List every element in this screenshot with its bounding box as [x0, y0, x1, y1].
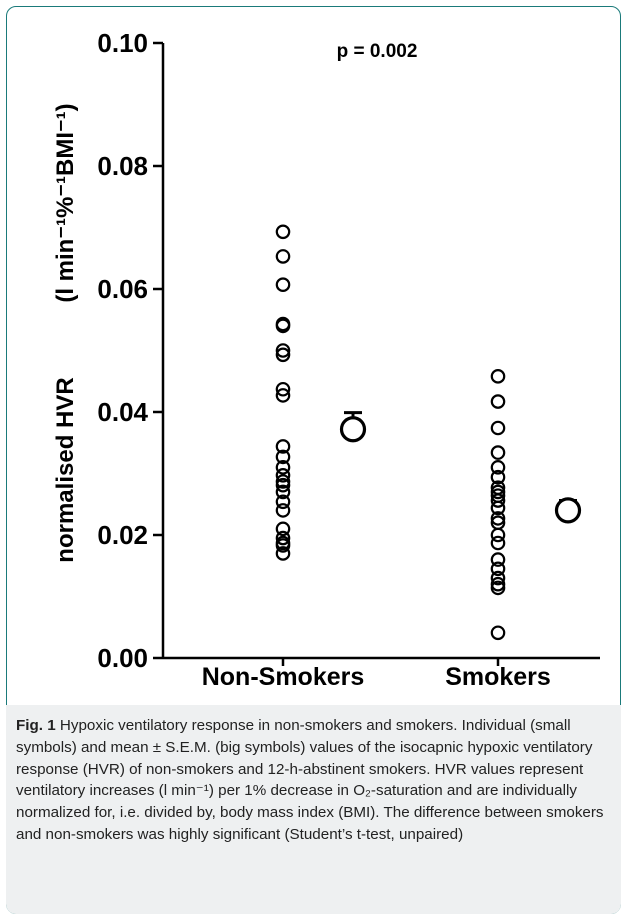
x-axis: Non-Smokers Smokers [163, 656, 600, 691]
y-tick-label: 0.08 [97, 151, 148, 181]
mean-point [339, 416, 367, 443]
data-point [275, 343, 291, 358]
mean-markers [339, 411, 582, 524]
data-point [490, 625, 506, 641]
caption-text: Hypoxic ventilatory response in non-smok… [16, 717, 604, 843]
data-point [490, 535, 506, 551]
data-point [275, 530, 291, 546]
data-point [490, 445, 506, 460]
data-point [275, 484, 291, 500]
data-point [275, 521, 291, 537]
y-axis-label: normalised HVR [52, 377, 79, 562]
data-point [275, 494, 291, 510]
data-points [275, 224, 506, 641]
data-point [275, 449, 291, 465]
data-point [490, 570, 506, 586]
data-point [275, 477, 291, 493]
data-point [490, 469, 506, 485]
data-point [490, 527, 506, 543]
data-point [490, 369, 506, 384]
data-point [275, 460, 291, 475]
y-tick-label: 0.00 [97, 643, 148, 673]
y-axis-units-label: (l min⁻¹%⁻¹BMI⁻¹) [52, 103, 79, 302]
data-point [490, 511, 506, 526]
caption-label: Fig. 1 [16, 717, 56, 734]
data-point [275, 503, 291, 518]
data-point [275, 538, 291, 553]
data-point [275, 249, 291, 264]
data-point [490, 493, 506, 508]
p-value-annotation: p = 0.002 [337, 41, 418, 62]
y-tick-label: 0.02 [97, 520, 148, 550]
mean-point [554, 497, 582, 524]
x-tick-label: Smokers [445, 663, 551, 691]
data-point [275, 388, 291, 403]
data-point [275, 468, 291, 483]
y-tick-label: 0.04 [97, 397, 148, 427]
data-point [490, 580, 506, 596]
data-point [275, 546, 291, 561]
y-tick-label: 0.10 [97, 28, 148, 58]
data-point [490, 561, 506, 577]
data-point [490, 500, 506, 516]
data-point [275, 347, 291, 363]
data-point [490, 552, 506, 567]
x-tick-label: Non-Smokers [202, 663, 365, 691]
data-point [490, 420, 506, 436]
data-point [490, 460, 506, 475]
data-point [275, 224, 291, 240]
data-point [275, 318, 291, 334]
data-point [275, 381, 291, 397]
data-point [275, 277, 291, 292]
scatter-chart: 0.00 0.02 0.04 0.06 0.08 0.10 Non-Smokers Smok… [52, 28, 600, 691]
y-axis: 0.00 0.02 0.04 0.06 0.08 0.10 [97, 28, 165, 673]
y-tick-label: 0.06 [97, 274, 148, 304]
figure-caption: Fig. 1 Hypoxic ventilatory response in n… [6, 705, 621, 914]
data-point [275, 439, 291, 454]
data-point [490, 394, 506, 409]
